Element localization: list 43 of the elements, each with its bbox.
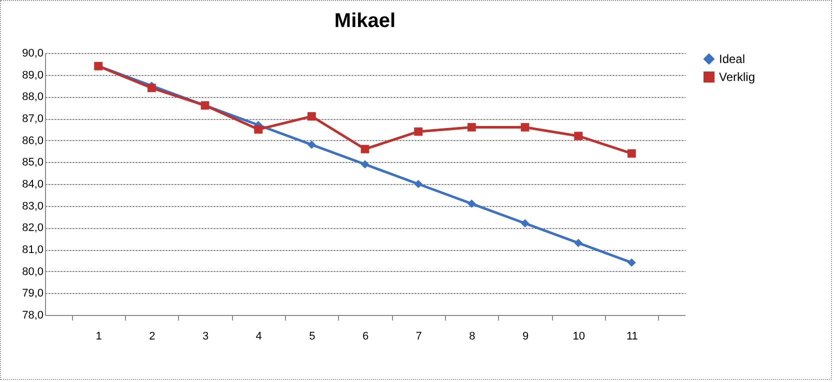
point <box>414 180 423 188</box>
point <box>254 125 263 134</box>
x-tick-label: 2 <box>149 330 156 342</box>
point <box>360 144 370 154</box>
y-tick-label: 90,0 <box>22 48 44 60</box>
y-tick-label: 86,0 <box>22 134 44 147</box>
point <box>307 112 316 120</box>
x-tick-label: 11 <box>626 330 638 342</box>
point <box>307 140 316 149</box>
point <box>147 84 156 92</box>
x-tick-label: 8 <box>469 330 476 342</box>
point <box>574 132 583 140</box>
y-tick-label: 82,0 <box>22 222 44 234</box>
x-tick-label: 6 <box>362 330 369 342</box>
x-tick-label: 7 <box>416 330 422 342</box>
legend-label: Ideal <box>719 52 746 66</box>
point <box>467 123 476 132</box>
legend-label: Verklig <box>719 70 756 84</box>
chart-title: Mikael <box>334 10 396 32</box>
point <box>467 199 476 208</box>
y-tick-label: 81,0 <box>22 244 44 256</box>
y-tick-label: 85,0 <box>22 156 44 169</box>
x-tick-label: 1 <box>96 330 102 342</box>
x-tick-label: 3 <box>202 330 209 342</box>
point <box>574 238 583 248</box>
y-tick-label: 87,0 <box>22 113 44 125</box>
x-tick-label: 4 <box>256 330 262 342</box>
y-tick-label: 78,0 <box>22 310 44 322</box>
y-tick-label: 88,0 <box>22 91 44 104</box>
x-tick-label: 5 <box>309 330 316 342</box>
point <box>360 160 370 169</box>
point <box>520 123 530 132</box>
point <box>520 219 530 228</box>
y-tick-label: 79,0 <box>22 288 44 300</box>
y-tick-label: 83,0 <box>22 200 44 212</box>
point <box>414 127 423 136</box>
x-tick-label: 9 <box>522 330 529 342</box>
y-tick-label: 84,0 <box>22 178 44 190</box>
y-tick-label: 89,0 <box>22 69 44 82</box>
x-tick-label: 10 <box>572 330 585 342</box>
point <box>627 149 636 158</box>
y-tick-label: 80,0 <box>22 266 44 278</box>
point <box>627 258 636 267</box>
